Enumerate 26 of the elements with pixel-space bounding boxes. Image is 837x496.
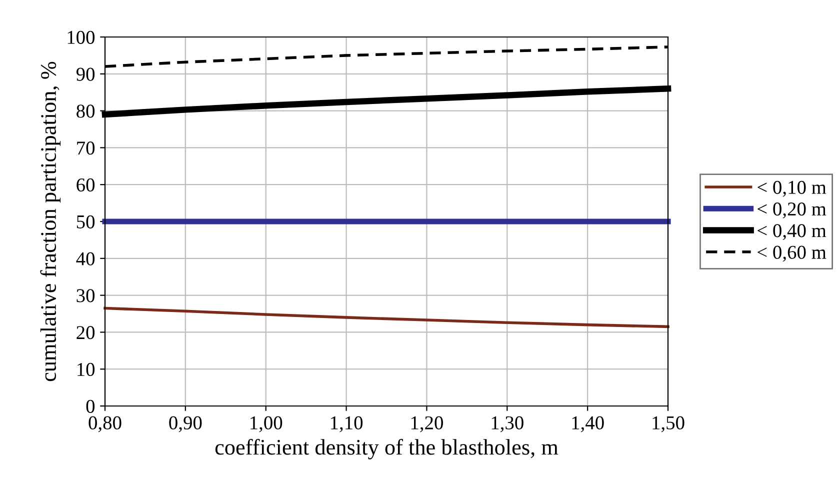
x-tick-label: 1,40: [572, 416, 604, 432]
y-tick-label: 100: [68, 30, 95, 44]
y-tick-label: 80: [76, 104, 95, 118]
y-tick-label: 20: [76, 326, 95, 340]
line-series: [104, 306, 670, 328]
y-tick-label: 60: [76, 178, 95, 192]
x-tick-label: 0,80: [88, 416, 122, 432]
y-tick-label: 90: [76, 68, 95, 81]
y-tick-label: 0: [86, 400, 95, 413]
x-tick-label: 1,50: [652, 416, 684, 432]
y-axis-title: cumulative fraction participation, %: [40, 62, 61, 382]
legend-label: < 0,60 m: [758, 246, 826, 262]
y-tick-label: 30: [76, 289, 95, 302]
y-tick-label: 40: [76, 252, 95, 266]
x-tick-label: 1,10: [330, 416, 363, 432]
y-tick-label: 70: [77, 142, 95, 155]
legend-label: < 0,20 m: [758, 202, 826, 218]
x-tick-label: 1,30: [492, 416, 524, 432]
x-tick-label: 1,20: [411, 416, 443, 432]
x-tick-label: 1,00: [250, 416, 282, 432]
x-tick-label: 0,90: [169, 416, 202, 432]
x-axis-title: coefficient density of the blastholes, m: [215, 438, 558, 460]
legend-label: < 0,40 m: [758, 224, 826, 240]
y-tick-label: 50: [76, 215, 95, 228]
legend-label: < 0,10 m: [758, 180, 826, 197]
y-tick-label: 10: [78, 362, 95, 376]
